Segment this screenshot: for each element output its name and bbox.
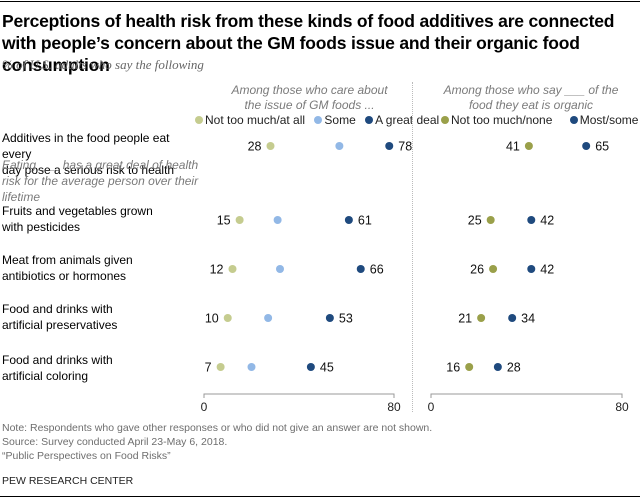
data-label: 21 — [458, 312, 472, 326]
row-label-line: day pose a serious risk to health — [2, 163, 175, 177]
chart-subtitle: % of U.S. adults who say the following — [2, 57, 204, 72]
x-axis-line — [430, 393, 623, 398]
legend-item: A great deal — [365, 113, 439, 127]
data-point — [486, 216, 495, 224]
data-label: 10 — [205, 312, 219, 326]
data-point — [276, 265, 284, 273]
row-label-line: artificial coloring — [2, 369, 89, 383]
data-point — [356, 265, 365, 273]
row-label-line: antibiotics or hormones — [2, 269, 127, 283]
row-label-0: Additives in the food people eat every da… — [2, 130, 197, 178]
x-axis-line — [203, 393, 395, 398]
brand-label: PEW RESEARCH CENTER — [2, 475, 134, 487]
data-point — [527, 216, 536, 224]
data-label: 42 — [540, 263, 554, 277]
x-tick-label: 0 — [201, 400, 208, 414]
data-point — [527, 265, 536, 273]
legend-dot-icon — [314, 116, 323, 124]
legend-item: Not too much/none — [441, 113, 552, 127]
data-label: 25 — [468, 214, 482, 228]
data-point — [325, 314, 334, 322]
data-point — [524, 142, 533, 150]
left-panel-heading: Among those who care about the issue of … — [231, 83, 388, 112]
data-label: 12 — [210, 263, 224, 277]
data-point — [465, 363, 474, 371]
legend-label: Not too much/none — [451, 113, 553, 127]
top-rule — [0, 1, 640, 2]
legend-label: Some — [324, 113, 356, 127]
report-line: “Public Perspectives on Food Risks” — [2, 450, 171, 462]
data-label: 65 — [595, 140, 609, 154]
data-point — [266, 142, 275, 150]
data-label: 16 — [446, 361, 460, 375]
data-point — [216, 363, 225, 371]
chart-title: Perceptions of health risk from these ki… — [2, 11, 615, 75]
panel-divider — [412, 82, 413, 412]
legend-label: Most/some — [579, 113, 639, 127]
legend-item: Some — [314, 113, 356, 127]
data-label: 34 — [521, 312, 535, 326]
data-point — [493, 363, 502, 371]
data-point — [228, 265, 237, 273]
x-tick-label: 0 — [428, 400, 435, 414]
legend-dot-icon — [365, 116, 374, 124]
row-label-line: Fruits and vegetables grown — [2, 204, 153, 218]
data-label: 61 — [358, 214, 372, 228]
legend-dot-icon — [195, 116, 203, 124]
legend-label: A great deal — [375, 113, 440, 127]
data-point — [247, 363, 256, 371]
x-tick-label: 80 — [387, 400, 401, 414]
right-legend: Not too much/none Most/some — [441, 113, 640, 127]
x-tick-label: 80 — [615, 400, 629, 414]
legend-item: Most/some — [569, 113, 639, 127]
data-label: 53 — [339, 312, 353, 326]
data-point — [582, 142, 591, 150]
row-label-line: Food and drinks with — [2, 302, 113, 316]
row-label-2: Meat from animals given antibiotics or ho… — [2, 252, 197, 284]
data-point — [335, 142, 344, 150]
row-label-4: Food and drinks with artificial coloring — [2, 352, 197, 384]
data-label: 7 — [205, 361, 212, 375]
data-point — [489, 265, 498, 273]
row-label-line: artificial preservatives — [2, 318, 118, 332]
data-point — [306, 363, 315, 371]
row-label-1: Fruits and vegetables grown with pesticid… — [2, 203, 197, 235]
data-label: 41 — [506, 140, 520, 154]
legend-dot-icon — [569, 116, 578, 124]
data-label: 26 — [470, 263, 484, 277]
notes: Note: Respondents who gave other respons… — [2, 421, 432, 463]
bottom-rule — [0, 496, 640, 497]
legend-item: Not too much/at all — [195, 113, 305, 127]
data-label: 42 — [540, 214, 554, 228]
data-point — [344, 216, 353, 224]
legend-label: Not too much/at all — [205, 113, 306, 127]
note-line: Note: Respondents who gave other respons… — [2, 422, 433, 434]
row-label-line: Food and drinks with — [2, 353, 113, 367]
data-label: 15 — [217, 214, 231, 228]
data-point — [264, 314, 273, 322]
data-label: 28 — [507, 361, 521, 375]
data-point — [273, 216, 282, 224]
data-label: 45 — [320, 361, 334, 375]
right-panel-heading: Among those who say ___ of the food they… — [443, 83, 619, 112]
row-label-line: with pesticides — [2, 220, 81, 234]
source-line: Source: Survey conducted April 23-May 6,… — [2, 436, 228, 448]
row-label-line: Meat from animals given — [2, 253, 133, 267]
data-point — [477, 314, 486, 322]
data-label: 78 — [398, 140, 412, 154]
data-point — [223, 314, 232, 322]
row-label-line: Additives in the food people eat every — [2, 131, 170, 161]
row-label-3: Food and drinks with artificial preservat… — [2, 301, 197, 333]
data-label: 28 — [248, 140, 262, 154]
data-point — [508, 314, 517, 322]
section-label: Eating ___ has a great deal of health ri… — [2, 158, 199, 204]
data-point — [385, 142, 394, 150]
legend-dot-icon — [441, 116, 449, 124]
left-legend: Not too much/at all Some A great deal — [195, 113, 445, 127]
data-point — [235, 216, 244, 224]
data-label: 66 — [370, 263, 384, 277]
